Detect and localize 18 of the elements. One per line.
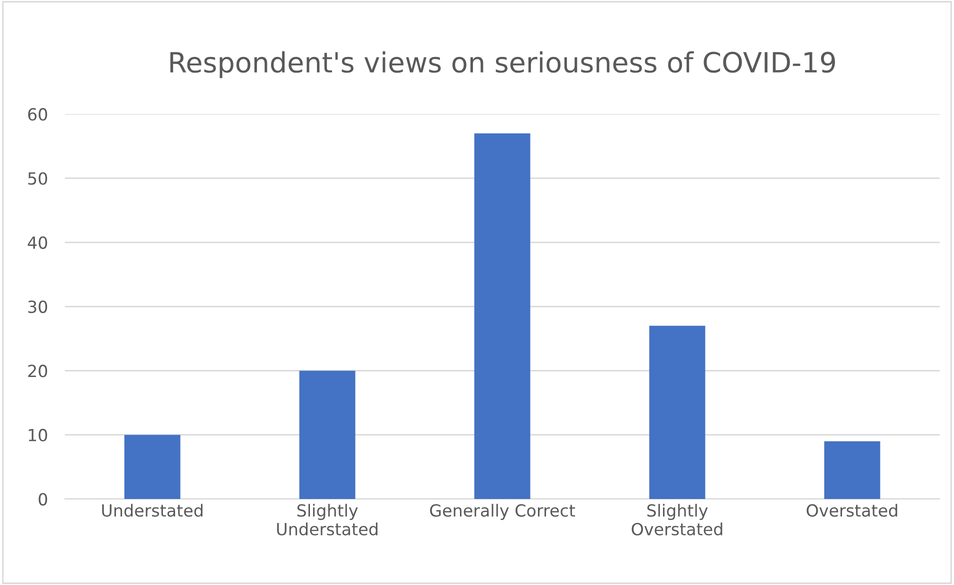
y-tick-label: 30	[28, 300, 48, 314]
y-tick-label: 10	[28, 428, 48, 442]
x-tick-label: Overstated	[806, 504, 898, 517]
x-tick-label: Slightly Understated	[277, 504, 378, 536]
y-tick-label: 20	[28, 364, 48, 378]
bar	[824, 441, 880, 500]
bar	[474, 133, 530, 500]
x-tick-label: Slightly Overstated	[632, 504, 722, 536]
x-tick-label: Understated	[102, 504, 202, 517]
bar	[124, 434, 180, 500]
x-tick-label: Generally Correct	[430, 504, 576, 520]
y-tick-label: 60	[28, 108, 48, 121]
bar	[299, 370, 356, 500]
y-tick-label: 50	[28, 172, 48, 185]
bar	[649, 326, 706, 500]
y-tick-label: 0	[38, 492, 48, 506]
y-tick-label: 40	[28, 236, 48, 249]
chart-title: Respondent's views on seriousness of COVID-19	[170, 51, 835, 78]
